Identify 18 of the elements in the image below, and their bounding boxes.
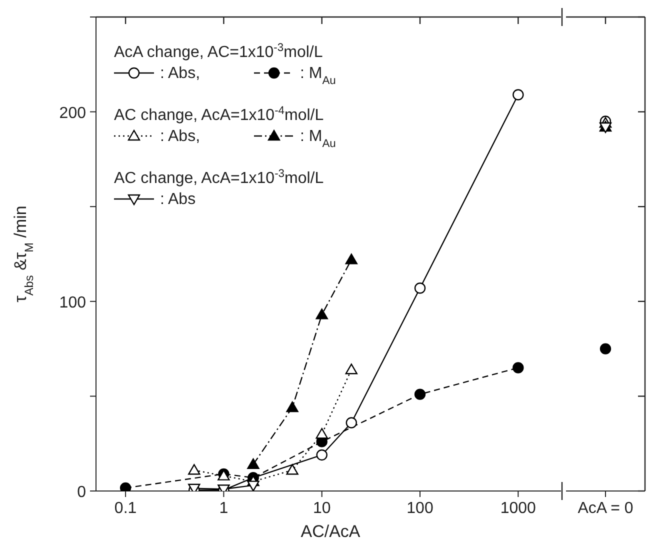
y-tick-label: 0 xyxy=(77,484,86,501)
x-tick-label: 0.1 xyxy=(114,500,137,517)
annotation: AC change, AcA=1x10$^{-4}$mol/L xyxy=(114,105,324,124)
legend-label: : M$_{Au}$ xyxy=(300,128,336,150)
x-tick-label: 10 xyxy=(312,500,331,517)
x-tick-label: 1 xyxy=(219,500,228,517)
x-tick-label: AcA = 0 xyxy=(578,500,634,517)
x-axis-title: AC/AcA xyxy=(300,522,361,541)
y-tick-label: 200 xyxy=(59,104,86,122)
legend-label: : Abs, xyxy=(160,65,200,82)
y-tick-label: 100 xyxy=(59,294,86,312)
annotation: AC change, AcA=1x10$^{-3}$mol/L xyxy=(114,168,324,187)
legend-label: : M$_{Au}$ xyxy=(300,65,336,87)
x-tick-label: 100 xyxy=(406,500,434,517)
x-tick-label: 1000 xyxy=(500,500,536,517)
annotation: AcA change, AC=1x10$^{-3}$mol/L xyxy=(114,42,323,61)
legend-label: : Abs, xyxy=(160,128,200,145)
legend-label: : Abs xyxy=(160,191,196,208)
